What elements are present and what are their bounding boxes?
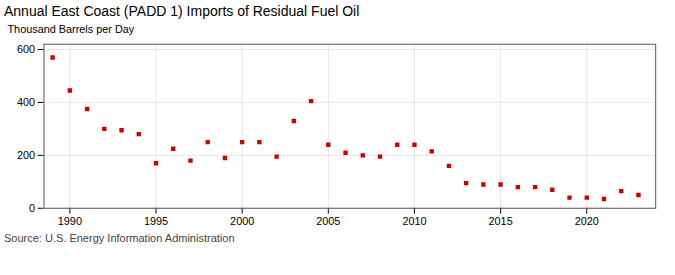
html-text:Annual East Coast (PADD 1) Imp: Annual East Coast (PADD 1) Imports of Re… <box>4 3 360 19</box>
svg-text:2000: 2000 <box>230 215 254 227</box>
svg-text:1995: 1995 <box>144 215 168 227</box>
svg-text:1990: 1990 <box>58 215 82 227</box>
svg-text:Thousand Barrels per Day: Thousand Barrels per Day <box>7 23 134 35</box>
svg-text:400: 400 <box>17 96 35 108</box>
html-text:Source: U.S. Energy Informatio: Source: U.S. Energy Information Administ… <box>4 232 235 245</box>
svg-text:0: 0 <box>29 202 35 214</box>
svg-text:2010: 2010 <box>402 215 426 227</box>
svg-text:200: 200 <box>17 149 35 161</box>
svg-text:600: 600 <box>17 43 35 55</box>
svg-text:2015: 2015 <box>489 215 513 227</box>
svg-text:2005: 2005 <box>316 215 340 227</box>
svg-text:2020: 2020 <box>575 215 599 227</box>
